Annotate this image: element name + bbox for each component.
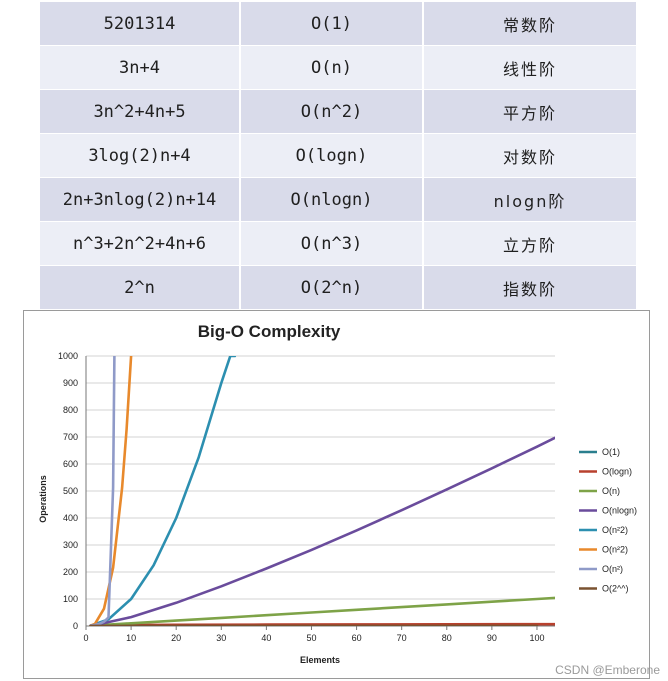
x-tick-label: 100 [529, 633, 544, 643]
y-tick-label: 700 [63, 432, 78, 442]
y-tick-label: 1000 [58, 351, 78, 361]
x-tick-label: 40 [261, 633, 271, 643]
complexity-table: 5201314 O(1) 常数阶 3n+4 O(n) 线性阶 3n^2+4n+5 O(n^2)… [40, 2, 636, 310]
x-tick-label: 20 [171, 633, 181, 643]
legend-label: O(1) [602, 447, 620, 457]
big-o-chart-svg: Big-O Complexity Elements Operations 0 10… [38, 322, 637, 665]
watermark: CSDN @Emberone [555, 663, 660, 677]
example-cell: 5201314 [40, 2, 241, 46]
legend-label: O(n²) [602, 564, 623, 574]
name-cell: nlogn阶 [423, 177, 636, 222]
name-cell: 指数阶 [423, 265, 636, 310]
legend-label: O(n) [602, 486, 620, 496]
y-tick-label: 500 [63, 486, 78, 496]
legend-label: O(logn) [602, 467, 632, 477]
x-tick-label: 60 [352, 633, 362, 643]
name-cell: 对数阶 [423, 133, 636, 178]
x-tick-label: 80 [442, 633, 452, 643]
y-tick-label: 400 [63, 513, 78, 523]
x-tick-label: 50 [306, 633, 316, 643]
example-cell: n^3+2n^2+4n+6 [40, 221, 241, 266]
example-cell: 3n^2+4n+5 [40, 89, 241, 134]
notation-cell: O(2^n) [240, 265, 424, 310]
y-tick-label: 0 [73, 621, 78, 631]
name-cell: 立方阶 [423, 221, 636, 266]
notation-cell: O(nlogn) [240, 177, 424, 222]
x-tick-label: 90 [487, 633, 497, 643]
chart-series [89, 356, 555, 626]
table-row: 3log(2)n+4 O(logn) 对数阶 [40, 133, 636, 178]
y-tick-label: 900 [63, 378, 78, 388]
example-cell: 3n+4 [40, 45, 241, 90]
y-tick-label: 800 [63, 405, 78, 415]
table-row: n^3+2n^2+4n+6 O(n^3) 立方阶 [40, 221, 636, 266]
notation-cell: O(n^2) [240, 89, 424, 134]
axis-ticks: 0 100 200 300 400 500 600 700 800 900 1000 0 10 20 30 4… [58, 351, 545, 643]
table-row: 5201314 O(1) 常数阶 [40, 2, 636, 46]
example-cell: 2^n [40, 265, 241, 310]
legend-label: O(2^^) [602, 584, 628, 594]
y-tick-label: 100 [63, 594, 78, 604]
x-tick-label: 0 [83, 633, 88, 643]
example-cell: 2n+3nlog(2)n+14 [40, 177, 241, 222]
table-row: 3n^2+4n+5 O(n^2) 平方阶 [40, 89, 636, 134]
series-line [89, 436, 555, 626]
x-axis-label: Elements [300, 655, 340, 665]
table-row: 2^n O(2^n) 指数阶 [40, 265, 636, 310]
chart-legend: O(1) O(logn) O(n) O(nlogn) O(n²2) O(n²2) O(n²)… [579, 447, 637, 594]
series-line [89, 596, 555, 626]
name-cell: 常数阶 [423, 2, 636, 46]
name-cell: 平方阶 [423, 89, 636, 134]
y-tick-label: 600 [63, 459, 78, 469]
y-tick-label: 300 [63, 540, 78, 550]
name-cell: 线性阶 [423, 45, 636, 90]
legend-label: O(n²2) [602, 525, 628, 535]
notation-cell: O(n) [240, 45, 424, 90]
x-tick-label: 70 [397, 633, 407, 643]
chart-title: Big-O Complexity [198, 322, 341, 341]
y-tick-label: 200 [63, 567, 78, 577]
legend-label: O(n²2) [602, 545, 628, 555]
notation-cell: O(1) [240, 2, 424, 46]
big-o-chart: Big-O Complexity Elements Operations 0 10… [23, 310, 650, 679]
table-row: 3n+4 O(n) 线性阶 [40, 45, 636, 90]
x-tick-label: 30 [216, 633, 226, 643]
legend-label: O(nlogn) [602, 506, 637, 516]
chart-grid [85, 355, 555, 627]
notation-cell: O(n^3) [240, 221, 424, 266]
series-line [89, 356, 237, 626]
y-axis-label: Operations [38, 475, 48, 523]
notation-cell: O(logn) [240, 133, 424, 178]
x-tick-label: 10 [126, 633, 136, 643]
table-row: 2n+3nlog(2)n+14 O(nlogn) nlogn阶 [40, 177, 636, 222]
example-cell: 3log(2)n+4 [40, 133, 241, 178]
